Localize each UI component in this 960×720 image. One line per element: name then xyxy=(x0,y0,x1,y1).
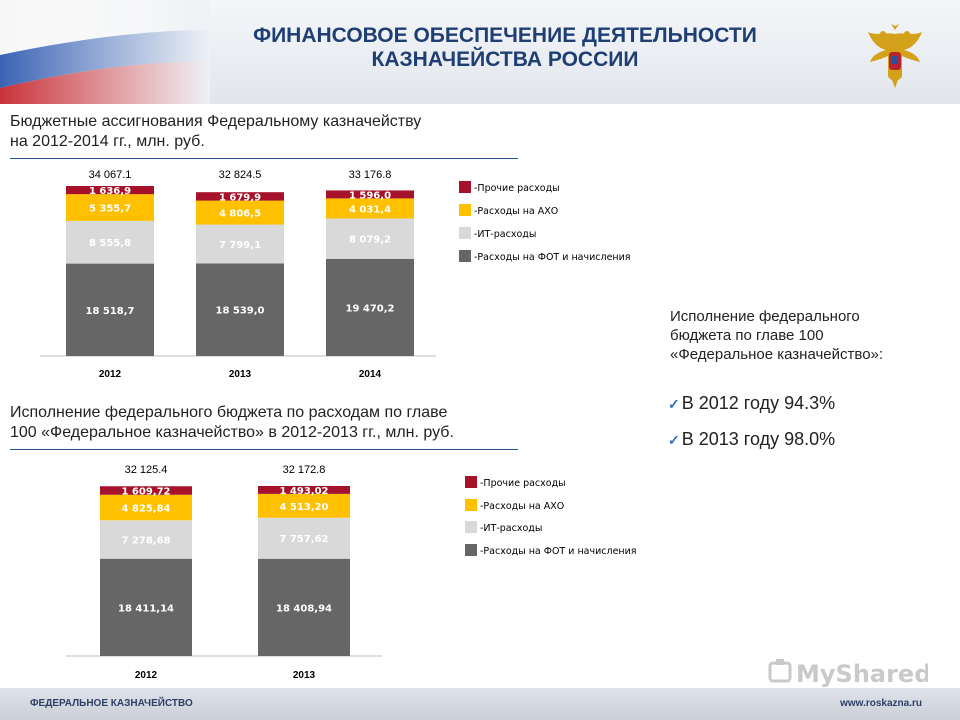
footer-bar: ФЕДЕРАЛЬНОЕ КАЗНАЧЕЙСТВО www.roskazna.ru xyxy=(0,688,960,720)
chart1-bar-2014-segment-1 xyxy=(326,218,414,259)
page-title: ФИНАНСОВОЕ ОБЕСПЕЧЕНИЕ ДЕЯТЕЛЬНОСТИ КАЗН… xyxy=(200,24,810,72)
execution-summary-line2: бюджета по главе 100 xyxy=(670,327,824,344)
chart1-category-label: 2012 xyxy=(99,369,122,380)
myshared-watermark: MyShared xyxy=(768,659,928,687)
chart1-legend-swatch xyxy=(459,204,471,216)
chart2-data-label: 4 825,84 xyxy=(121,504,170,515)
chart2-data-label: 1 609,72 xyxy=(121,487,170,498)
chart2-bar-2012-segment-1 xyxy=(100,520,192,559)
chart1-bar-2013-segment-2 xyxy=(196,200,284,225)
checkmark-icon: ✓ xyxy=(668,432,680,448)
footer-org-name: ФЕДЕРАЛЬНОЕ КАЗНАЧЕЙСТВО xyxy=(30,698,193,709)
execution-2012-item: ✓ В 2012 году 94.3% xyxy=(668,393,835,414)
chart2-data-label: 1 493,02 xyxy=(279,486,328,497)
russian-flag-graphic xyxy=(0,0,210,104)
chart1-legend-label: -Расходы на АХО xyxy=(474,206,558,217)
section1-title-line1: Бюджетные ассигнования Федеральному казн… xyxy=(10,113,422,130)
chart2-data-label: 4 513,20 xyxy=(279,502,328,513)
chart2-total-label: 32 125.4 xyxy=(125,464,168,476)
section1-divider xyxy=(10,158,518,159)
execution-summary-line1: Исполнение федерального xyxy=(670,308,860,325)
execution-2013-text: В 2013 году 98.0% xyxy=(681,429,836,449)
checkmark-icon: ✓ xyxy=(668,396,680,412)
section1-title: Бюджетные ассигнования Федеральному казн… xyxy=(10,112,421,152)
section2-title-line2: 100 «Федеральное казначейство» в 2012-20… xyxy=(10,424,454,441)
chart1-data-label: 1 596,0 xyxy=(349,190,391,201)
execution-summary-title: Исполнение федерального бюджета по главе… xyxy=(670,307,940,364)
chart2-data-label: 7 757,62 xyxy=(279,534,328,545)
chart1-total-label: 32 824.5 xyxy=(219,169,262,181)
chart2-bar-2013-segment-1 xyxy=(258,517,350,559)
chart1-bar-2012-segment-1 xyxy=(66,220,154,264)
chart2-legend-label: -Прочие расходы xyxy=(480,478,566,489)
chart2-legend-label: -Расходы на ФОТ и начисления xyxy=(480,546,637,557)
chart2-legend-label: -ИТ-расходы xyxy=(480,523,542,534)
chart1-data-label: 7 799,1 xyxy=(219,240,261,251)
chart1-legend-label: -ИТ-расходы xyxy=(474,229,536,240)
chart2-bar-2013-segment-2 xyxy=(258,493,350,518)
chart1-legend-label: -Расходы на ФОТ и начисления xyxy=(474,252,631,263)
chart1-category-label: 2013 xyxy=(229,369,252,380)
chart2-category-label: 2013 xyxy=(293,670,316,681)
chart1-data-label: 18 539,0 xyxy=(215,306,264,317)
chart1-bar-2014-segment-2 xyxy=(326,198,414,219)
chart2-legend-swatch xyxy=(465,521,477,533)
chart1-bar-2012-segment-2 xyxy=(66,194,154,221)
section2-title: Исполнение федерального бюджета по расхо… xyxy=(10,403,454,443)
execution-2012-text: В 2012 году 94.3% xyxy=(681,393,836,413)
footer-website-link[interactable]: www.roskazna.ru xyxy=(840,698,922,709)
chart1-legend-swatch xyxy=(459,181,471,193)
chart2-legend-swatch xyxy=(465,499,477,511)
chart1-bar-2012-segment-0 xyxy=(66,263,154,356)
watermark-text: MyShared xyxy=(796,660,928,687)
chart1-data-label: 19 470,2 xyxy=(345,303,394,314)
chart1-data-label: 8 555,8 xyxy=(89,238,131,249)
chart1-bar-2013-segment-0 xyxy=(196,263,284,356)
section1-title-line2: на 2012-2014 гг., млн. руб. xyxy=(10,133,205,150)
chart2-bar-2012-segment-2 xyxy=(100,494,192,521)
double-headed-eagle-emblem-icon xyxy=(868,24,922,88)
page-title-line1: ФИНАНСОВОЕ ОБЕСПЕЧЕНИЕ ДЕЯТЕЛЬНОСТИ xyxy=(253,24,757,47)
chart1-legend-swatch xyxy=(459,250,471,262)
execution-2013-item: ✓ В 2013 году 98.0% xyxy=(668,429,835,450)
chart1-data-label: 5 355,7 xyxy=(89,204,131,215)
chart2-legend-label: -Расходы на АХО xyxy=(480,501,564,512)
chart1-data-label: 8 079,2 xyxy=(349,235,391,246)
chart1-total-label: 33 176.8 xyxy=(349,169,392,181)
chart1-bar-2012-segment-3 xyxy=(66,186,154,195)
section2-title-line1: Исполнение федерального бюджета по расхо… xyxy=(10,404,448,421)
chart1-bar-2014-segment-0 xyxy=(326,258,414,356)
chart1-category-label: 2014 xyxy=(359,369,382,380)
chart2-legend-swatch xyxy=(465,476,477,488)
chart1-data-label: 1 679,9 xyxy=(219,192,261,203)
chart2-bar-2012-segment-0 xyxy=(100,558,192,656)
chart1-data-label: 18 518,7 xyxy=(85,306,134,317)
chart2-bar-2012-segment-3 xyxy=(100,486,192,495)
chart1-data-label: 1 636,9 xyxy=(89,186,131,197)
chart1-bar-2013-segment-1 xyxy=(196,224,284,264)
execution-summary-line3: «Федеральное казначейство»: xyxy=(670,346,884,363)
header-banner: ФИНАНСОВОЕ ОБЕСПЕЧЕНИЕ ДЕЯТЕЛЬНОСТИ КАЗН… xyxy=(0,0,960,104)
chart1-total-label: 34 067.1 xyxy=(89,169,132,181)
chart1-bar-2013-segment-3 xyxy=(196,192,284,201)
chart2-bar-2013-segment-0 xyxy=(258,558,350,656)
chart2-data-label: 7 278,68 xyxy=(121,535,170,546)
chart1-legend-label: -Прочие расходы xyxy=(474,183,560,194)
chart1-data-label: 4 806,5 xyxy=(219,209,261,220)
section2-divider xyxy=(10,449,518,450)
chart2-bar-2013-segment-3 xyxy=(258,486,350,494)
chart2-data-label: 18 411,14 xyxy=(118,603,174,614)
chart1-legend-swatch xyxy=(459,227,471,239)
chart1-data-label: 4 031,4 xyxy=(349,204,391,215)
page-title-line2: КАЗНАЧЕЙСТВА РОССИИ xyxy=(371,48,639,71)
chart2-data-label: 18 408,94 xyxy=(276,603,332,614)
chart2-category-label: 2012 xyxy=(135,670,158,681)
chart1-bar-2014-segment-3 xyxy=(326,190,414,199)
chart2-legend-swatch xyxy=(465,544,477,556)
chart2-total-label: 32 172.8 xyxy=(283,464,326,476)
